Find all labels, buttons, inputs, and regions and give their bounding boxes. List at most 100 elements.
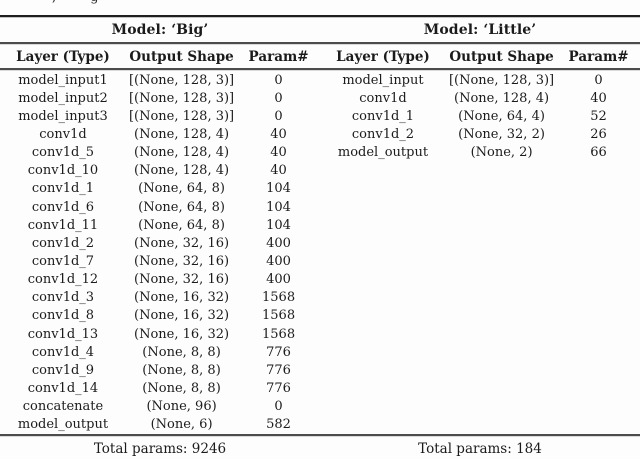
output-shape-cell: (None, 8, 8) (142, 344, 221, 360)
param-count-cell: 582 (266, 417, 291, 433)
layer-type-cell: conv1d_1 (351, 108, 415, 124)
param-count-cell: 40 (270, 126, 287, 142)
table-row: conv1d_6 (None, 64, 8) 104 (6, 198, 314, 216)
output-shape-cell: (None, 64, 8) (138, 199, 225, 215)
layer-type-cell: conv1d_13 (27, 326, 99, 342)
big-layer-type-header: Layer (Type) (16, 48, 110, 65)
output-shape-cell: (None, 16, 32) (134, 290, 230, 306)
param-count-cell: 52 (590, 108, 607, 124)
param-count-cell: 776 (266, 344, 291, 360)
model-title-row: Model: ‘Big’ Model: ‘Little’ (0, 18, 640, 42)
table-row: conv1d_9 (None, 8, 8) 776 (6, 361, 314, 379)
output-shape-cell: [(None, 128, 3)] (448, 72, 555, 88)
caption-fragment: , g (0, 0, 640, 15)
big-output-shape-header: Output Shape (129, 48, 234, 65)
param-count-cell: 40 (270, 145, 287, 161)
output-shape-cell: [(None, 128, 3)] (128, 108, 235, 124)
param-count-cell: 1568 (262, 290, 296, 306)
table-row: concatenate (None, 96) 0 (6, 398, 314, 416)
output-shape-cell: (None, 32, 16) (134, 253, 230, 269)
output-shape-cell: (None, 8, 8) (142, 380, 221, 396)
output-shape-cell: (None, 64, 8) (138, 217, 225, 233)
output-shape-cell: (None, 8, 8) (142, 362, 221, 378)
output-shape-cell: (None, 16, 32) (134, 308, 230, 324)
big-param-count-header: Param# (248, 48, 309, 65)
layer-type-cell: conv1d_1 (31, 181, 95, 197)
big-model-rows: model_input1 [(None, 128, 3)] 0 model_input… (0, 71, 320, 434)
table-row: conv1d_3 (None, 16, 32) 1568 (6, 289, 314, 307)
param-count-cell: 400 (266, 253, 291, 269)
mid-rule-above-totals (0, 434, 640, 437)
layer-type-cell: conv1d (39, 126, 87, 142)
mid-rule-under-titles (0, 42, 640, 45)
output-shape-cell: (None, 128, 4) (454, 90, 550, 106)
little-model-rows: model_input [(None, 128, 3)] 0 conv1d (None,… (320, 71, 640, 162)
layer-type-cell: model_input1 (18, 72, 108, 88)
model-summary-table: Model: ‘Big’ Model: ‘Little’ Layer (Type… (0, 15, 640, 459)
param-count-cell: 0 (594, 72, 603, 88)
little-param-count-header: Param# (568, 48, 629, 65)
table-row: conv1d (None, 128, 4) 40 (6, 125, 314, 143)
layer-type-cell: conv1d_9 (31, 362, 95, 378)
layer-type-cell: model_input (342, 72, 424, 88)
table-row: conv1d_2 (None, 32, 16) 400 (6, 234, 314, 252)
output-shape-cell: (None, 128, 4) (134, 163, 230, 179)
big-total-params: Total params: 9246 (93, 440, 227, 457)
table-row: conv1d_5 (None, 128, 4) 40 (6, 144, 314, 162)
param-count-cell: 776 (266, 380, 291, 396)
output-shape-cell: (None, 64, 4) (458, 108, 545, 124)
table-row: conv1d_14 (None, 8, 8) 776 (6, 379, 314, 397)
column-header-row: Layer (Type) Output Shape Param# Layer (… (0, 45, 640, 68)
layer-type-cell: model_output (17, 417, 109, 433)
output-shape-cell: (None, 2) (470, 145, 533, 161)
little-layer-type-header: Layer (Type) (336, 48, 430, 65)
layer-type-cell: conv1d (359, 90, 407, 106)
param-count-cell: 0 (274, 108, 283, 124)
output-shape-cell: (None, 64, 8) (138, 181, 225, 197)
layer-type-cell: conv1d_10 (27, 163, 99, 179)
layer-type-cell: model_output (337, 145, 429, 161)
layer-type-cell: conv1d_4 (31, 344, 95, 360)
table-row: conv1d_4 (None, 8, 8) 776 (6, 343, 314, 361)
table-row: conv1d_10 (None, 128, 4) 40 (6, 162, 314, 180)
table-row: conv1d_12 (None, 32, 16) 400 (6, 271, 314, 289)
layer-type-cell: model_input2 (18, 90, 108, 106)
table-row: conv1d_13 (None, 16, 32) 1568 (6, 325, 314, 343)
table-row: model_input3 [(None, 128, 3)] 0 (6, 107, 314, 125)
totals-row: Total params: 9246 Total params: 184 (0, 437, 640, 459)
output-shape-cell: (None, 32, 16) (134, 272, 230, 288)
param-count-cell: 40 (590, 90, 607, 106)
table-row: model_input2 [(None, 128, 3)] 0 (6, 89, 314, 107)
param-count-cell: 400 (266, 235, 291, 251)
table-row: model_input [(None, 128, 3)] 0 (326, 71, 634, 89)
big-model-title: Model: ‘Big’ (111, 22, 209, 38)
param-count-cell: 400 (266, 272, 291, 288)
param-count-cell: 26 (590, 126, 607, 142)
param-count-cell: 1568 (262, 308, 296, 324)
table-row: model_output (None, 6) 582 (6, 416, 314, 434)
output-shape-cell: (None, 96) (146, 399, 217, 415)
layer-type-cell: concatenate (22, 399, 104, 415)
table-row: conv1d_2 (None, 32, 2) 26 (326, 125, 634, 143)
param-count-cell: 104 (266, 181, 291, 197)
caption-fragment-text: , g (52, 0, 99, 5)
little-total-params: Total params: 184 (418, 440, 542, 457)
table-row: model_output (None, 2) 66 (326, 144, 634, 162)
layer-type-cell: conv1d_12 (27, 272, 99, 288)
output-shape-cell: (None, 6) (150, 417, 213, 433)
big-column-headers: Layer (Type) Output Shape Param# (0, 49, 320, 65)
table-body: model_input1 [(None, 128, 3)] 0 model_input… (0, 71, 640, 434)
layer-type-cell: conv1d_14 (27, 380, 99, 396)
layer-type-cell: conv1d_6 (31, 199, 95, 215)
param-count-cell: 0 (274, 90, 283, 106)
table-row: conv1d_1 (None, 64, 4) 52 (326, 107, 634, 125)
layer-type-cell: conv1d_7 (31, 253, 95, 269)
mid-rule-under-headers (0, 68, 640, 71)
top-rule (0, 15, 640, 18)
layer-type-cell: conv1d_11 (27, 217, 99, 233)
output-shape-cell: (None, 16, 32) (134, 326, 230, 342)
layer-type-cell: conv1d_3 (31, 290, 95, 306)
param-count-cell: 0 (274, 399, 283, 415)
layer-type-cell: conv1d_8 (31, 308, 95, 324)
output-shape-cell: (None, 32, 2) (458, 126, 545, 142)
